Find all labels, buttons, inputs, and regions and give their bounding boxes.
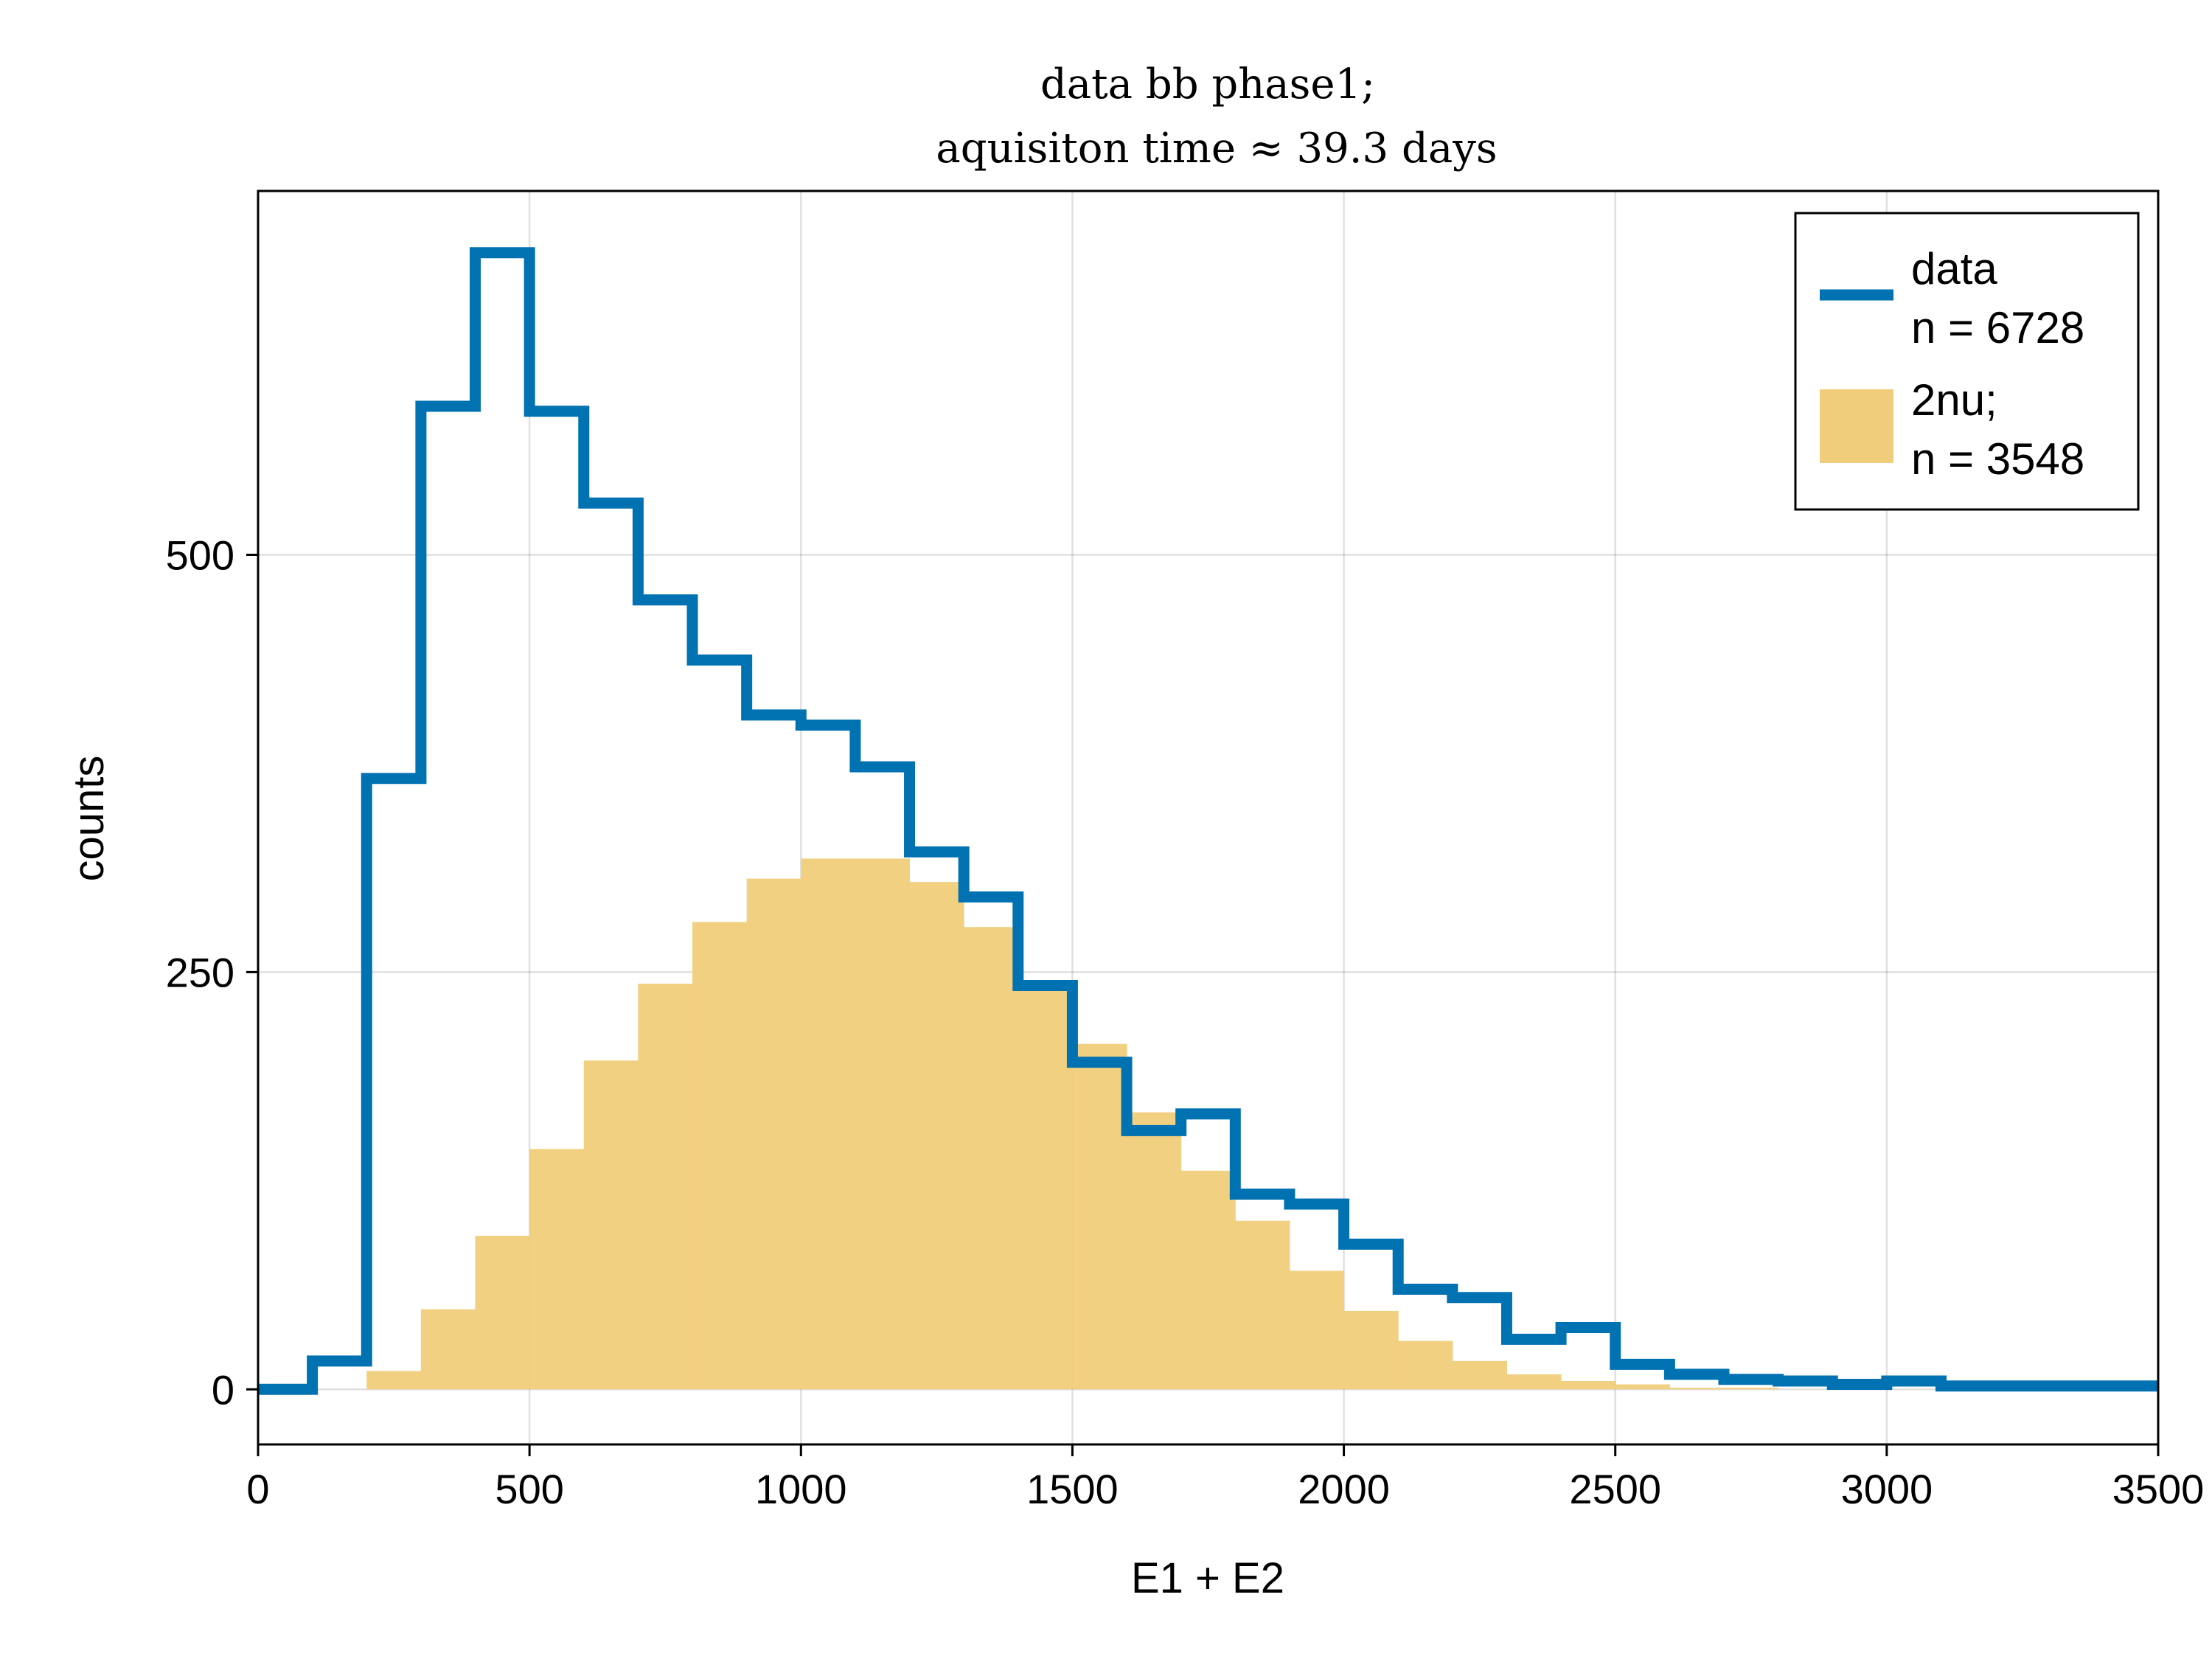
- bar-2nu: [964, 927, 1019, 1390]
- bar-2nu: [1018, 989, 1073, 1390]
- bar-2nu: [692, 922, 748, 1390]
- x-tick-label: 500: [495, 1466, 563, 1512]
- plot-frame: [257, 189, 2160, 1446]
- legend-data-label: data: [1911, 244, 1997, 293]
- y-axis-title: counts: [65, 756, 113, 882]
- bar-2nu: [583, 1060, 639, 1390]
- bar-2nu: [1452, 1360, 1507, 1390]
- x-tick-label: 3000: [1841, 1466, 1933, 1512]
- bar-2nu: [638, 984, 693, 1390]
- bar-2nu: [529, 1149, 585, 1390]
- x-axis-title: E1 + E2: [1131, 1554, 1284, 1602]
- x-tick-label: 2500: [1569, 1466, 1661, 1512]
- y-tick-label: 250: [166, 949, 234, 995]
- legend-2nu-swatch: [1820, 389, 1893, 463]
- x-tick-label: 2000: [1298, 1466, 1390, 1512]
- bar-2nu: [1235, 1220, 1290, 1390]
- y-tick-label: 500: [166, 532, 234, 578]
- bar-2nu: [1398, 1340, 1453, 1390]
- bar-2nu: [420, 1309, 476, 1390]
- bar-2nu: [1343, 1310, 1399, 1390]
- bar-2nu: [1561, 1380, 1616, 1390]
- line-data: [258, 247, 2158, 1395]
- bar-2nu: [475, 1236, 530, 1390]
- x-tick-label: 0: [246, 1466, 269, 1512]
- bar-2nu: [1127, 1112, 1182, 1390]
- chart-title-line2: aquisiton time ≈ 39.3 days: [936, 125, 1497, 173]
- bar-2nu: [1072, 1043, 1127, 1390]
- bar-2nu: [909, 882, 964, 1390]
- bar-2nu: [801, 858, 856, 1390]
- legend: data n = 6728 2nu; n = 3548: [1794, 212, 2140, 511]
- chart-title-line1: data bb phase1;: [1040, 60, 1375, 108]
- series-data-step-line: [258, 247, 2158, 1395]
- bar-2nu: [1669, 1388, 1725, 1390]
- bar-2nu: [1506, 1374, 1562, 1390]
- bar-2nu: [1723, 1388, 1779, 1390]
- bar-2nu: [1180, 1170, 1236, 1390]
- bar-2nu: [746, 878, 801, 1390]
- x-tick-label: 3500: [2112, 1466, 2205, 1512]
- bar-2nu: [855, 858, 911, 1390]
- y-tick-label: 0: [212, 1366, 234, 1413]
- axis-ticks: 0 500 1000 1500 2000 2500 3000 3500 0 250 500: [166, 532, 2205, 1512]
- legend-data-count: n = 6728: [1911, 303, 2084, 352]
- bar-2nu: [366, 1371, 422, 1390]
- x-tick-label: 1500: [1026, 1466, 1119, 1512]
- bar-2nu: [1289, 1270, 1345, 1390]
- x-tick-label: 1000: [755, 1466, 847, 1512]
- legend-2nu-label: 2nu;: [1911, 375, 1997, 425]
- bar-2nu: [1615, 1384, 1670, 1390]
- bars-2nu: [366, 858, 1779, 1390]
- legend-2nu-count: n = 3548: [1911, 434, 2084, 484]
